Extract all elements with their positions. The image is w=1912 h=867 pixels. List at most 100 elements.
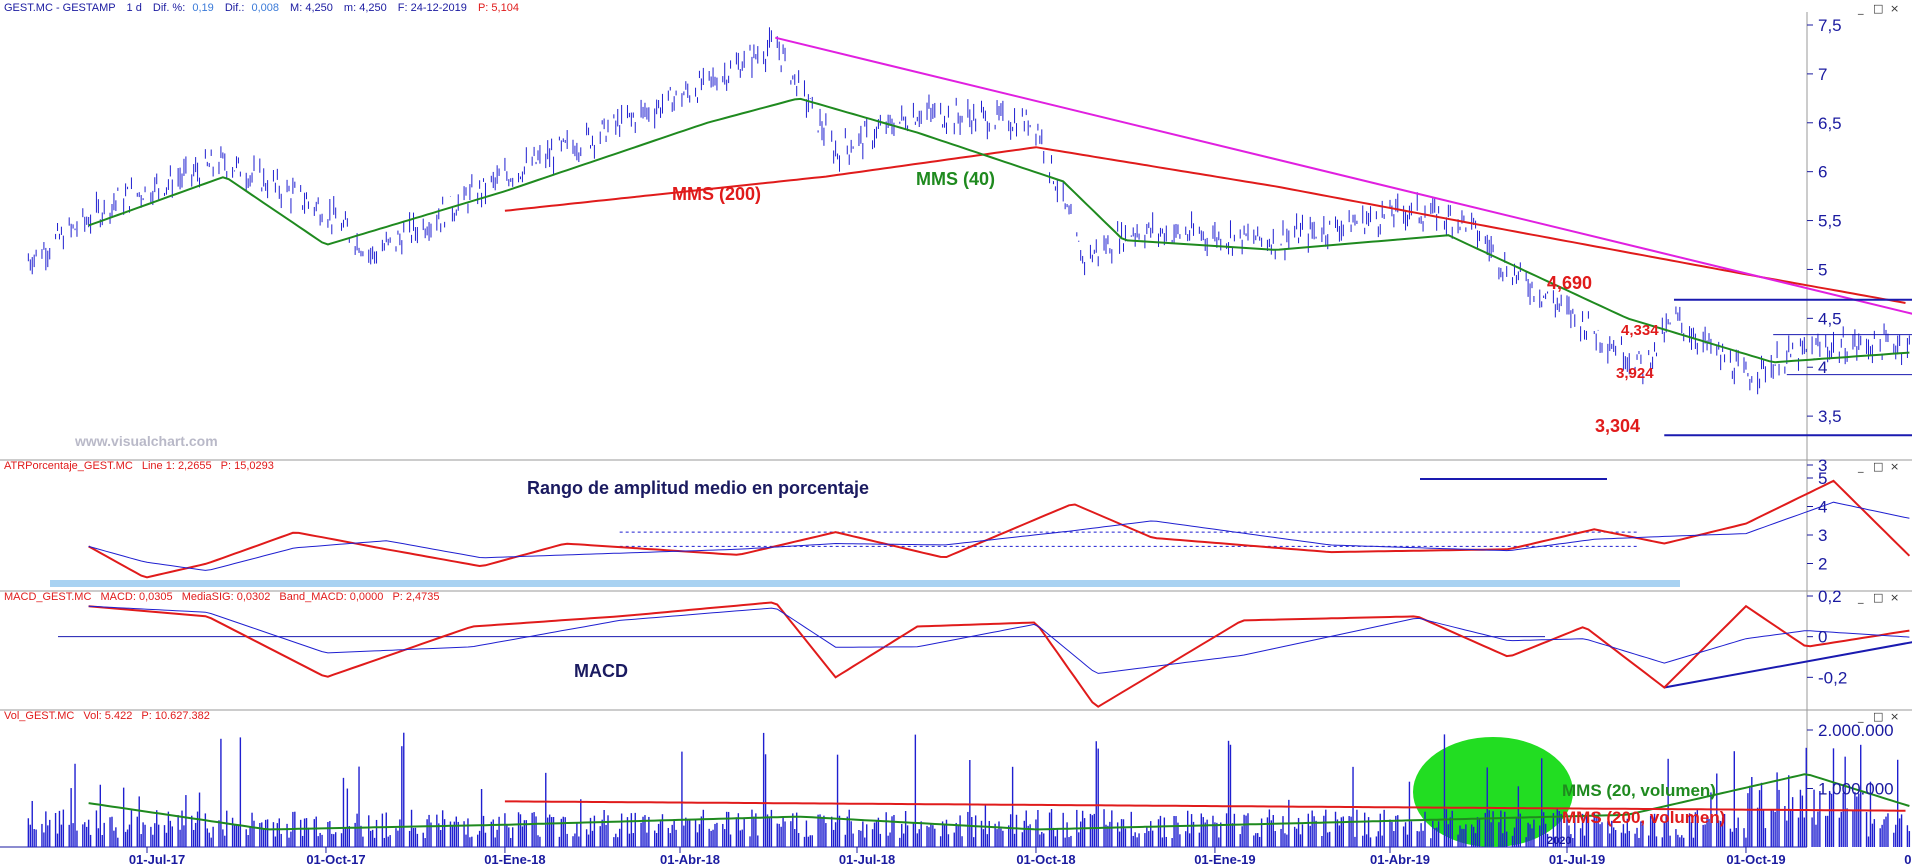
volume-mms200-line (504, 800, 1906, 812)
price-y-tick-label: 3,5 (1818, 407, 1842, 426)
x-tick-label: 01-Ene-18 (484, 852, 545, 867)
level-3304-label: 3,304 (1595, 416, 1640, 436)
macd-minimize-icon[interactable]: _ (1857, 591, 1864, 604)
price-minimize-icon[interactable]: _ (1857, 2, 1864, 15)
macd-signal-line (88, 605, 1910, 674)
price-y-tick-label: 5,5 (1818, 212, 1842, 231)
x-tick-label: 01-Ene-20 (1904, 852, 1912, 867)
vol-minimize-icon[interactable]: _ (1857, 710, 1864, 723)
macd-panel-title: MACD (574, 661, 628, 681)
vol-header-p: P: 10.627.382 (141, 710, 210, 722)
price-y-tick-label: 6 (1818, 163, 1827, 182)
macd-maximize-icon[interactable]: □ (1873, 591, 1883, 604)
atr-close-icon[interactable]: × (1890, 460, 1899, 473)
x-tick-label: 01-Abr-19 (1370, 852, 1430, 867)
volume-mms20-line (88, 773, 1910, 831)
vol-mms20-legend: MMS (20, volumen) (1562, 781, 1716, 800)
atr-minimize-icon[interactable]: _ (1857, 460, 1864, 473)
price-header-dif-label: Dif.: (225, 2, 245, 14)
price-header-tf: 1 d (127, 2, 142, 14)
price-panel-header: GEST.MC - GESTAMP 1 d Dif. %: 0,19 Dif.:… (4, 2, 519, 14)
price-header-p: P: 5,104 (478, 2, 519, 14)
price-close-icon[interactable]: × (1890, 2, 1899, 15)
atr-panel-header: ATRPorcentaje_GEST.MC Line 1: 2,2655 P: … (4, 460, 274, 472)
x-tick-label: 01-Jul-17 (129, 852, 185, 867)
volume-window-controls[interactable]: _ □ × (1857, 710, 1899, 723)
macd-y-tick-label: 0,2 (1818, 587, 1842, 606)
atr-signal-line (88, 501, 1910, 571)
vol-mms200-legend: MMS (200, volumen) (1562, 808, 1725, 827)
atr-y-tick-label: 3 (1818, 526, 1827, 545)
svg-text:Vol_GEST.MC Vol: 5.422: Vol_GEST.MC Vol: 5.422 P: 10.627.382 (4, 710, 210, 722)
macd-support-trendline (1664, 641, 1912, 689)
year-marker-2020: 2020 (1547, 835, 1571, 847)
x-tick-label: 01-Oct-17 (306, 852, 365, 867)
price-y-tick-label: 4,5 (1818, 309, 1842, 328)
price-y-tick-label: 7,5 (1818, 16, 1842, 35)
volume-bars (27, 732, 1911, 847)
mms200-line (504, 146, 1906, 304)
vol-header-vol: Vol: 5.422 (83, 710, 132, 722)
price-y-tick-label: 7 (1818, 65, 1827, 84)
price-y-tick-label: 6,5 (1818, 114, 1842, 133)
x-tick-label: 01-Ene-19 (1194, 852, 1255, 867)
mms200-annotation: MMS (200) (672, 184, 761, 204)
x-tick-label: 01-Oct-19 (1726, 852, 1785, 867)
vol-maximize-icon[interactable]: □ (1873, 710, 1883, 723)
x-axis-labels: 01-Jul-17 01-Oct-17 01-Ene-18 01-Abr-18 01-J… (129, 847, 1912, 867)
x-tick-label: 01-Jul-19 (1549, 852, 1605, 867)
volume-panel-header: Vol_GEST.MC Vol: 5.422 P: 10.627.382 (4, 710, 210, 722)
macd-panel-header: MACD_GEST.MC MACD: 0,0305 MediaSIG: 0,03… (4, 591, 440, 603)
price-y-tick-label: 3 (1818, 456, 1827, 475)
macd-y-tick-label: -0,2 (1818, 668, 1847, 687)
level-4690-label: 4,690 (1547, 273, 1592, 293)
atr-y-tick-label: 4 (1818, 498, 1827, 517)
x-tick-label: 01-Abr-18 (660, 852, 720, 867)
svg-text:MACD_GEST.MC MACD: 0,030: MACD_GEST.MC MACD: 0,0305 MediaSIG: 0,03… (4, 591, 440, 603)
volume-y-tick-label: 1.000.000 (1818, 780, 1894, 799)
atr-header-line1: Line 1: 2,2655 (142, 460, 212, 472)
macd-header-p: P: 2,4735 (392, 591, 439, 603)
atr-main-line (88, 479, 1911, 579)
macd-header-name: MACD_GEST.MC (4, 591, 91, 603)
price-indicator-lines (88, 36, 1912, 437)
svg-text:ATRPorcentaje_GEST.MC Li: ATRPorcentaje_GEST.MC Line 1: 2,2655 P: … (4, 460, 274, 472)
macd-close-icon[interactable]: × (1890, 591, 1899, 604)
price-header-symbol: GEST.MC - GESTAMP (4, 2, 115, 14)
macd-window-controls[interactable]: _ □ × (1857, 591, 1899, 604)
macd-header-band: Band_MACD: 0,0000 (279, 591, 383, 603)
atr-lines (50, 478, 1911, 587)
price-header-max: M: 4,250 (290, 2, 333, 14)
price-header-dif: 0,008 (251, 2, 279, 14)
x-tick-label: 01-Jul-18 (839, 852, 895, 867)
macd-header-macd: MACD: 0,0305 (100, 591, 172, 603)
atr-maximize-icon[interactable]: □ (1873, 460, 1883, 473)
macd-main-line (88, 601, 1910, 708)
price-header-difpct: 0,19 (192, 2, 213, 14)
atr-band (50, 580, 1680, 587)
atr-y-tick-label: 5 (1818, 469, 1827, 488)
watermark: www.visualchart.com (74, 433, 218, 449)
price-header-min: m: 4,250 (344, 2, 387, 14)
price-maximize-icon[interactable]: □ (1873, 2, 1883, 15)
x-tick-label: 01-Oct-18 (1016, 852, 1075, 867)
price-header-date: F: 24-12-2019 (398, 2, 467, 14)
macd-header-sig: MediaSIG: 0,0302 (182, 591, 271, 603)
y-axes: 7,576,565,554,543,5354320,20-0,22.000.00… (1807, 16, 1894, 799)
svg-text:GEST.MC - GESTAMP 1 d: GEST.MC - GESTAMP 1 d Dif. %: 0,19 Dif.:… (4, 2, 519, 14)
price-bars (27, 27, 1910, 395)
resistance-trendline (775, 36, 1912, 315)
atr-panel-title: Rango de amplitud medio en porcentaje (527, 478, 869, 498)
level-3924-label: 3,924 (1616, 365, 1654, 382)
price-window-controls[interactable]: _ □ × (1857, 2, 1899, 15)
atr-window-controls[interactable]: _ □ × (1857, 460, 1899, 473)
price-y-tick-label: 4 (1818, 358, 1827, 377)
price-header-difpct-label: Dif. %: (153, 2, 185, 14)
macd-y-tick-label: 0 (1818, 628, 1827, 647)
price-y-tick-label: 5 (1818, 260, 1827, 279)
macd-lines (58, 601, 1912, 708)
mms40-line (88, 97, 1910, 364)
volume-y-tick-label: 2.000.000 (1818, 721, 1894, 740)
vol-close-icon[interactable]: × (1890, 710, 1899, 723)
